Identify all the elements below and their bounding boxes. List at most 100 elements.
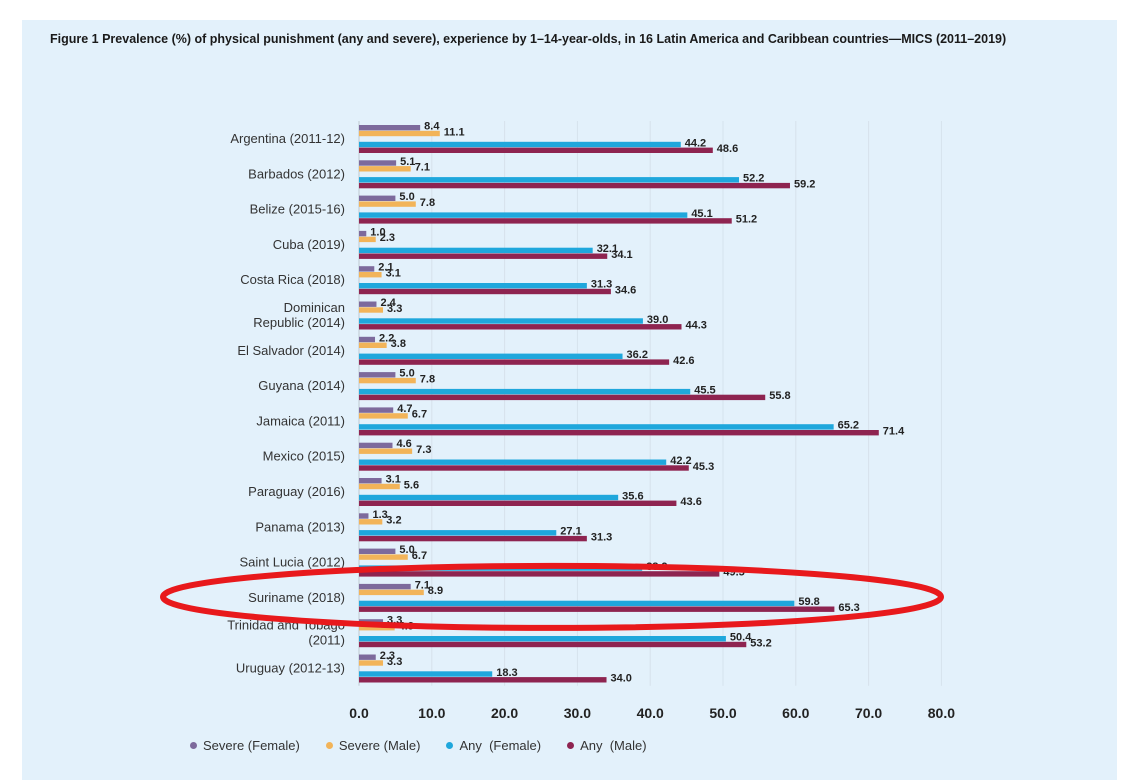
data-label: 2.3 bbox=[380, 650, 395, 662]
bar bbox=[359, 301, 377, 307]
data-label: 45.1 bbox=[691, 208, 712, 220]
data-label: 6.7 bbox=[412, 409, 427, 421]
category-label: Costa Rica (2018) bbox=[240, 272, 345, 287]
bar bbox=[359, 430, 879, 436]
bar bbox=[359, 147, 713, 153]
data-label: 34.0 bbox=[611, 673, 632, 685]
bar bbox=[359, 413, 408, 419]
data-label: 5.0 bbox=[399, 191, 414, 203]
highlight-ellipse bbox=[160, 562, 944, 631]
data-label: 7.3 bbox=[416, 444, 431, 456]
bar bbox=[359, 478, 382, 484]
bar bbox=[359, 535, 587, 542]
bar bbox=[359, 130, 440, 137]
legend-item: Any (Female) bbox=[446, 738, 541, 753]
bar bbox=[359, 606, 835, 612]
bar bbox=[359, 324, 682, 330]
data-label: 2.2 bbox=[379, 332, 394, 344]
bar bbox=[359, 160, 397, 166]
data-label: 1.3 bbox=[372, 509, 387, 521]
bar bbox=[359, 671, 493, 677]
data-label: 71.4 bbox=[883, 426, 905, 438]
data-label: 53.2 bbox=[750, 637, 771, 649]
data-label: 2.4 bbox=[380, 297, 396, 309]
legend-swatch bbox=[325, 742, 333, 749]
bar bbox=[359, 448, 413, 454]
data-label: 55.8 bbox=[769, 390, 790, 402]
data-label: 3.2 bbox=[386, 515, 401, 527]
legend-item: Severe (Male) bbox=[325, 738, 421, 753]
category-label: Uruguay (2012-13) bbox=[236, 661, 345, 676]
data-label: 5.0 bbox=[399, 544, 414, 556]
category-label: Dominican bbox=[284, 300, 345, 315]
bar bbox=[359, 636, 726, 642]
data-label: 8.9 bbox=[428, 585, 443, 597]
x-tick-label: 70.0 bbox=[855, 705, 882, 721]
bar bbox=[359, 318, 643, 324]
bar bbox=[359, 195, 396, 201]
legend-label: Severe (Male) bbox=[338, 738, 421, 753]
bar bbox=[359, 247, 593, 254]
data-label: 42.2 bbox=[670, 455, 691, 467]
data-label: 45.3 bbox=[693, 461, 714, 473]
bar bbox=[359, 519, 383, 525]
x-axis-ticks: 0.0 10.0 20.0 30.0 40.0 50.0 60.0 70.0 80.0 bbox=[349, 705, 955, 721]
legend-item: Any (Male) bbox=[567, 738, 647, 753]
category-label: Saint Lucia (2012) bbox=[239, 555, 345, 570]
data-label: 44.3 bbox=[686, 320, 707, 332]
data-label: 4.7 bbox=[397, 403, 412, 415]
data-label: 7.1 bbox=[415, 162, 430, 174]
data-label: 44.2 bbox=[685, 137, 706, 149]
data-label: 3.3 bbox=[387, 303, 402, 315]
data-label: 65.2 bbox=[838, 420, 859, 432]
data-label: 39.0 bbox=[647, 314, 668, 326]
bar bbox=[359, 141, 681, 148]
data-label: 3.1 bbox=[386, 474, 401, 486]
bar bbox=[359, 571, 720, 577]
data-label: 65.3 bbox=[838, 602, 859, 614]
legend-swatch bbox=[567, 742, 575, 749]
bar bbox=[359, 342, 387, 348]
category-label: Guyana (2014) bbox=[258, 378, 345, 393]
data-label: 5.1 bbox=[400, 156, 415, 168]
data-label: 3.3 bbox=[387, 656, 402, 668]
bar bbox=[359, 625, 395, 631]
bar bbox=[359, 500, 677, 506]
data-label: 32.1 bbox=[597, 243, 618, 255]
highlight-ellipse bbox=[160, 562, 944, 631]
bar bbox=[359, 353, 623, 359]
bar bbox=[359, 589, 424, 596]
data-label: 51.2 bbox=[736, 214, 757, 226]
data-label: 31.3 bbox=[591, 531, 612, 543]
bar bbox=[359, 182, 790, 189]
category-label: Mexico (2015) bbox=[263, 449, 345, 464]
data-label: 11.1 bbox=[444, 126, 465, 138]
bar bbox=[359, 677, 607, 683]
legend-swatch bbox=[190, 742, 197, 749]
category-label: Suriname (2018) bbox=[248, 590, 345, 605]
bar bbox=[359, 407, 394, 413]
data-label: 5.6 bbox=[404, 479, 419, 491]
data-label: 8.4 bbox=[424, 121, 440, 133]
data-label: 3.8 bbox=[391, 338, 406, 350]
bar bbox=[359, 483, 400, 490]
data-label: 36.2 bbox=[627, 349, 648, 361]
category-labels: Argentina (2011-12) Barbados (2012) Belize… bbox=[227, 131, 345, 676]
data-label: 48.6 bbox=[717, 143, 738, 155]
data-label: 43.6 bbox=[680, 496, 701, 508]
bar bbox=[359, 266, 375, 272]
bar bbox=[359, 288, 611, 295]
bar bbox=[359, 548, 396, 554]
bar bbox=[359, 394, 766, 401]
bar bbox=[359, 554, 408, 560]
bar bbox=[359, 230, 367, 237]
data-label: 59.8 bbox=[798, 596, 819, 608]
x-tick-label: 30.0 bbox=[564, 705, 591, 721]
category-label: Paraguay (2016) bbox=[248, 484, 345, 499]
bar bbox=[359, 336, 376, 343]
data-label: 7.8 bbox=[420, 197, 435, 209]
data-label: 50.4 bbox=[730, 632, 752, 644]
bar bbox=[359, 283, 587, 289]
x-tick-label: 80.0 bbox=[928, 705, 955, 721]
